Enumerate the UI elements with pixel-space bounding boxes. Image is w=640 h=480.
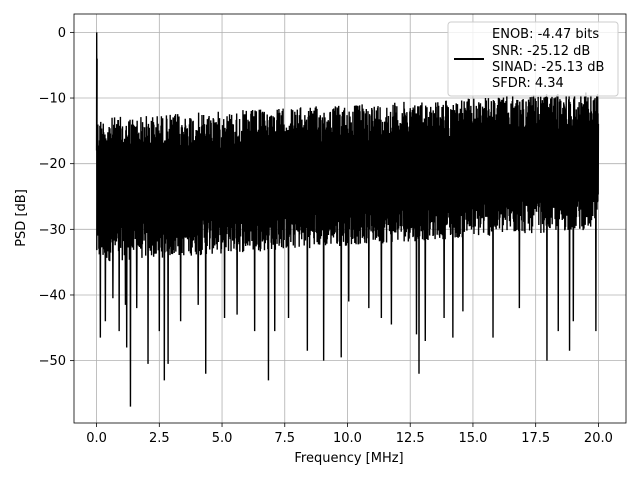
legend-sfdr: SFDR: 4.34 <box>492 76 564 91</box>
x-tick-label: 20.0 <box>584 431 613 446</box>
psd-series-line <box>95 32 600 407</box>
series-area <box>95 32 600 407</box>
y-tick-label: −50 <box>39 354 66 369</box>
y-axis-label: PSD [dB] <box>14 189 29 247</box>
legend: ENOB: -4.47 bits SNR: -25.12 dB SINAD: -… <box>447 21 619 97</box>
y-tick-label: −30 <box>39 223 66 238</box>
y-tick-label: −10 <box>39 92 66 107</box>
x-axis: 0.0 2.5 5.0 7.5 10.0 12.5 15.0 17.5 20.0 <box>86 423 613 446</box>
legend-box <box>447 21 619 97</box>
x-tick-label: 17.5 <box>521 431 550 446</box>
legend-sinad: SINAD: -25.13 dB <box>492 60 604 75</box>
y-tick-label: 0 <box>58 26 66 41</box>
y-tick-label: −40 <box>39 288 66 303</box>
x-tick-label: 5.0 <box>212 431 233 446</box>
plot-frame <box>73 13 627 424</box>
x-tick-label: 15.0 <box>458 431 487 446</box>
x-tick-label: 12.5 <box>396 431 425 446</box>
x-tick-label: 0.0 <box>86 431 107 446</box>
x-tick-label: 2.5 <box>149 431 170 446</box>
y-axis: 0 −10 −20 −30 −40 −50 <box>39 26 74 369</box>
x-tick-label: 10.0 <box>333 431 362 446</box>
y-tick-label: −20 <box>39 157 66 172</box>
x-tick-label: 7.5 <box>274 431 295 446</box>
x-axis-label: Frequency [MHz] <box>294 451 403 466</box>
legend-snr: SNR: -25.12 dB <box>492 44 590 59</box>
legend-enob: ENOB: -4.47 bits <box>492 27 599 42</box>
